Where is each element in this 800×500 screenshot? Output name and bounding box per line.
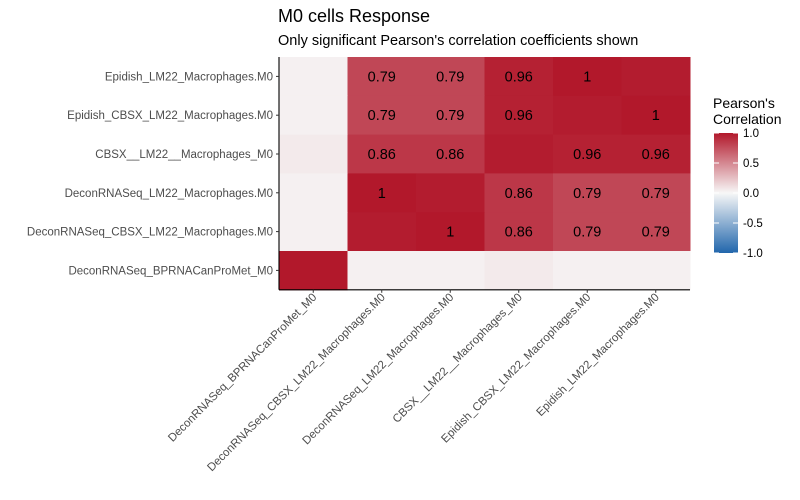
heatmap-cell	[621, 212, 691, 252]
heatmap-cell	[347, 95, 417, 136]
heatmap-cell	[553, 212, 622, 252]
cell-value-label: 0.79	[436, 108, 464, 124]
heatmap-cell	[484, 251, 554, 291]
heatmap-cell	[347, 173, 417, 213]
heatmap-cell	[416, 134, 485, 174]
cell-value-label: 0.96	[573, 147, 601, 163]
cell-value-label: 1	[652, 108, 660, 124]
heatmap-cell	[279, 251, 348, 291]
heatmap-cell	[484, 134, 554, 174]
x-tick-label: DeconRNASeq_LM22_Macrophages.M0	[301, 291, 457, 447]
legend-tick-label: -1.0	[743, 248, 763, 260]
legend-tick-label: 0.0	[743, 188, 759, 200]
cell-value-label: 1	[583, 69, 591, 85]
cell-value-label: 0.96	[505, 108, 533, 124]
y-tick-label: CBSX__LM22__Macrophages_M0	[95, 149, 273, 161]
x-tick-label: CBSX__LM22__Macrophages_M0	[391, 291, 525, 425]
cell-value-label: 1	[446, 225, 454, 241]
y-tick-label: DeconRNASeq_CBSX_LM22_Macrophages.M0	[27, 227, 273, 239]
x-axis-tick-labels: DeconRNASeq_BPRNACanProMet_M0DeconRNASeq…	[166, 291, 662, 474]
heatmap-cell	[347, 57, 417, 97]
heatmap-cell	[484, 212, 554, 252]
y-tick-label: DeconRNASeq_LM22_Macrophages.M0	[65, 188, 273, 200]
cell-value-label: 0.79	[368, 69, 396, 85]
x-tick-label: DeconRNASeq_BPRNACanProMet_M0	[166, 291, 319, 444]
heatmap-cell	[416, 95, 485, 136]
heatmap-cell	[553, 95, 622, 136]
heatmap-cell	[621, 251, 691, 291]
heatmap-cell	[621, 173, 691, 213]
cell-value-label: 0.86	[505, 186, 533, 202]
heatmap-cell	[484, 95, 554, 136]
legend-tick-label: -0.5	[743, 218, 763, 230]
heatmap-cell	[279, 134, 348, 174]
cell-value-label: 0.96	[505, 69, 533, 85]
heatmap-cell	[553, 134, 622, 174]
cell-value-label: 0.86	[436, 147, 464, 163]
heatmap-cell	[279, 173, 348, 213]
cell-value-label: 0.79	[573, 186, 601, 202]
heatmap-cells	[279, 57, 691, 291]
chart-subtitle: Only significant Pearson's correlation c…	[278, 33, 638, 49]
y-axis-tick-labels: Epidish_LM22_Macrophages.M0 Epidish_CBSX_…	[27, 71, 273, 277]
heatmap-cell	[621, 95, 691, 136]
cell-value-label: 0.79	[573, 225, 601, 241]
heatmap-cell	[279, 57, 348, 97]
heatmap-cell	[553, 57, 622, 97]
cell-value-label: 0.79	[436, 69, 464, 85]
cell-value-label: 0.79	[642, 186, 670, 202]
heatmap-cell	[621, 57, 691, 97]
heatmap-cell	[553, 173, 622, 213]
heatmap-cell	[347, 251, 417, 291]
heatmap-cell	[416, 251, 485, 291]
heatmap-cell	[279, 95, 348, 136]
cell-value-label: 1	[378, 186, 386, 202]
legend-title-line1: Pearson's	[713, 95, 775, 111]
heatmap-cell	[347, 212, 417, 252]
legend-title-line2: Correlation	[713, 111, 781, 127]
heatmap-cell-labels: 0.79 0.79 0.96 1 0.79 0.79 0.96 1 0.86 0.86 0.96 0.…	[368, 69, 670, 240]
heatmap-cell	[484, 173, 554, 213]
x-tick-label: Epidish_LM22_Macrophages.M0	[534, 291, 661, 418]
legend-tick-label: 1.0	[743, 128, 759, 140]
heatmap-cell	[553, 251, 622, 291]
heatmap-axes	[276, 57, 690, 293]
y-tick-label: Epidish_CBSX_LM22_Macrophages.M0	[67, 110, 273, 122]
cell-value-label: 0.79	[368, 108, 396, 124]
heatmap-cell	[621, 134, 691, 174]
cell-value-label: 0.96	[642, 147, 670, 163]
heatmap-cell	[416, 212, 485, 252]
heatmap-cell	[347, 134, 417, 174]
cell-value-label: 0.86	[505, 225, 533, 241]
heatmap-cell	[484, 57, 554, 97]
x-tick-label: Epidish_CBSX_LM22_Macrophages.M0	[439, 291, 593, 445]
cell-value-label: 0.79	[642, 225, 670, 241]
heatmap-cell	[416, 57, 485, 97]
y-tick-label: Epidish_LM22_Macrophages.M0	[105, 71, 273, 83]
cell-value-label: 0.86	[368, 147, 396, 163]
y-tick-label: DeconRNASeq_BPRNACanProMet_M0	[68, 265, 273, 277]
color-legend: Pearson's Correlation 1.0 0.5 0.0 -0.5 -1.0	[713, 95, 781, 260]
heatmap-cell	[416, 173, 485, 213]
heatmap-cell	[279, 212, 348, 252]
chart-title: M0 cells Response	[278, 6, 430, 26]
legend-tick-label: 0.5	[743, 158, 759, 170]
